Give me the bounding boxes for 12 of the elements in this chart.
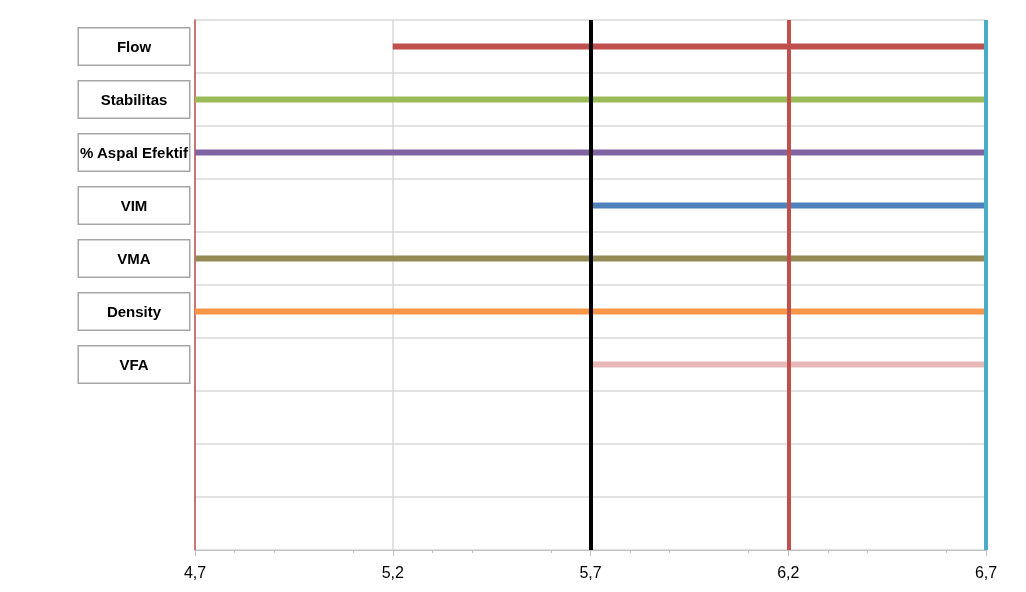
x-tick-label: 6,7 [974,563,998,581]
y-tick-label: VMA [117,250,151,267]
y-tick-label: % Aspal Efektif [80,144,189,161]
x-tick-label: 5,2 [381,563,404,581]
x-tick-label: 4,7 [183,563,207,581]
y-tick-label: Flow [116,38,152,55]
x-tick-label: 5,7 [579,563,602,581]
y-tick-label: VIM [120,197,148,214]
x-tick-label: 6,2 [777,563,800,581]
y-tick-label: Stabilitas [100,91,168,108]
y-tick-label: VFA [119,356,149,373]
y-tick-label: Density [106,303,162,320]
